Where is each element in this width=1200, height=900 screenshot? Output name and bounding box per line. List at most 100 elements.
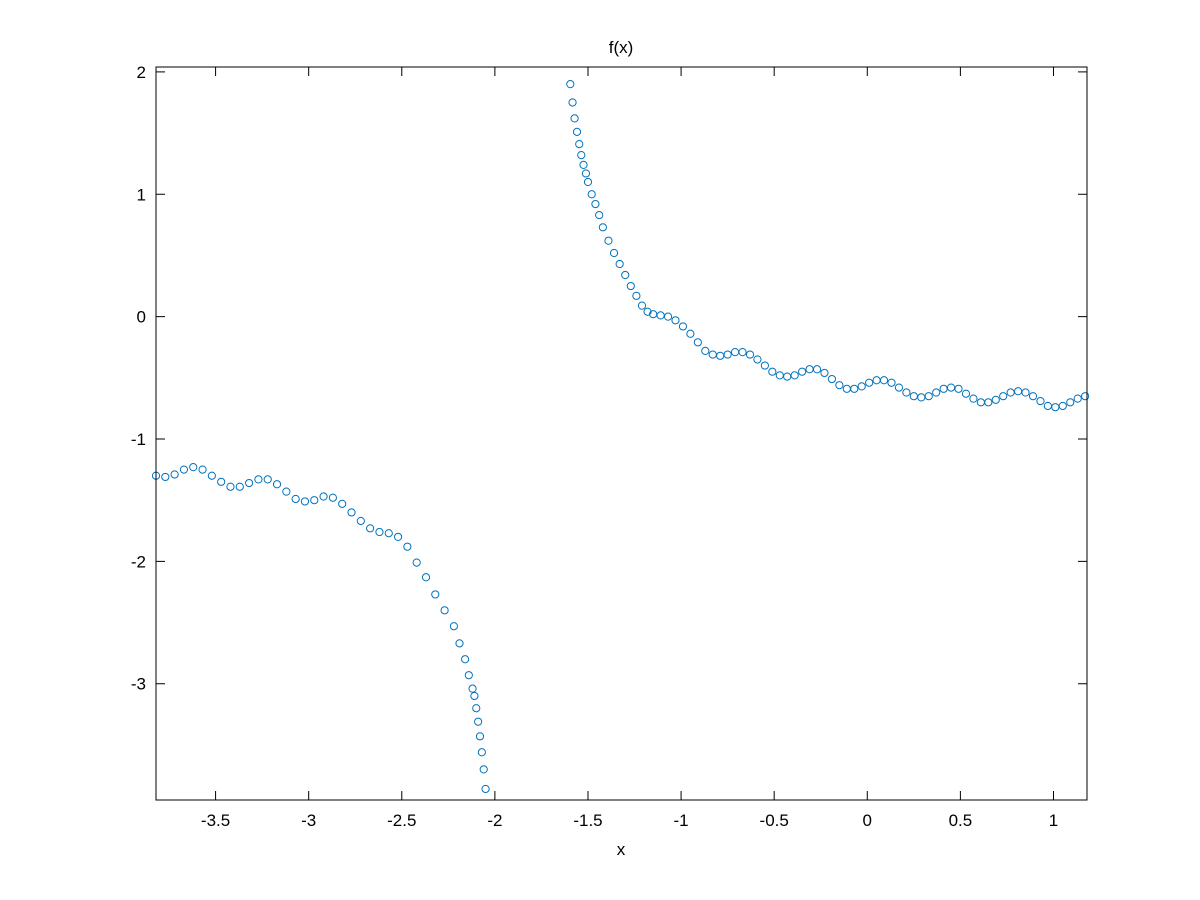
data-point [479,765,488,774]
data-point [1036,396,1045,406]
y-tick-label: 0 [137,308,146,327]
data-point [999,392,1008,401]
data-point [300,497,310,506]
data-point [932,388,941,397]
data-point [356,516,365,526]
data-point [671,316,680,325]
data-point [475,732,485,741]
data-point [894,383,904,392]
data-point [850,384,859,393]
data-point [615,259,624,269]
data-point [984,398,993,407]
data-point [347,508,356,517]
data-point [572,127,582,136]
data-point [961,389,971,398]
axes-box [155,66,1088,801]
data-point [790,371,799,380]
data-point [812,365,822,374]
data-point [170,470,179,479]
data-point [865,378,874,387]
data-point [449,622,459,631]
data-point [857,382,866,391]
data-point [455,639,464,648]
data-point [632,291,641,300]
data-point [591,199,600,209]
x-tick-label: 0.5 [949,811,973,830]
x-tick-label: 0 [863,811,872,830]
data-point [440,606,449,615]
data-point [403,542,412,551]
data-point [1058,401,1067,411]
data-point [189,463,198,472]
x-tick-label: -3 [301,811,316,830]
data-point [328,493,337,502]
data-point [245,478,254,488]
data-point [338,499,347,508]
data-point [1028,392,1038,401]
data-point [474,717,483,726]
data-point [566,80,575,89]
data-point [902,388,911,397]
data-point [686,329,695,338]
data-point [835,381,844,390]
data-point [1021,388,1030,397]
data-point [753,355,762,364]
data-point [460,655,470,664]
data-point [375,527,384,537]
data-point [291,494,300,504]
data-point [310,496,319,505]
y-tick-label: 1 [137,185,146,204]
data-point [991,395,1000,404]
data-point [235,482,244,491]
data-point [179,465,189,474]
data-point [598,223,607,232]
data-point [768,367,777,376]
x-tick-label: -3.5 [201,811,230,830]
data-point [621,270,630,280]
data-point [577,151,586,160]
data-point [579,160,588,169]
chart-title: f(x) [609,38,634,57]
data-point [745,350,755,359]
data-point [723,350,732,359]
data-point [472,704,481,713]
x-tick-label: -2 [487,811,502,830]
x-axis-label: x [617,840,626,859]
data-point [701,346,710,355]
data-point [384,529,393,538]
data-point [431,590,440,599]
data-point [626,281,635,291]
data-point [254,475,263,484]
x-tick-label: 1 [1049,811,1058,830]
data-point [798,367,807,376]
y-tick-label: -3 [131,675,146,694]
data-point [604,236,613,245]
data-point [568,98,577,107]
data-point [477,748,486,757]
data-point [583,177,593,187]
data-point [954,384,963,393]
data-point [1066,398,1075,407]
data-point [366,524,375,533]
data-point [643,307,652,316]
y-tick-label: -2 [131,552,146,571]
data-point [924,392,933,401]
data-point [198,465,207,474]
data-point [226,482,235,491]
x-tick-label: -1 [674,811,689,830]
data-point [207,471,216,480]
data-point [393,532,403,542]
data-point [468,684,477,693]
data-markers [151,80,1090,794]
data-point [319,492,328,501]
data-point [887,378,896,387]
data-point [470,691,479,701]
data-point [161,472,170,482]
data-point [1073,394,1082,403]
data-point [693,338,702,347]
data-point [412,558,421,567]
data-point [827,374,837,384]
data-point [570,114,579,123]
